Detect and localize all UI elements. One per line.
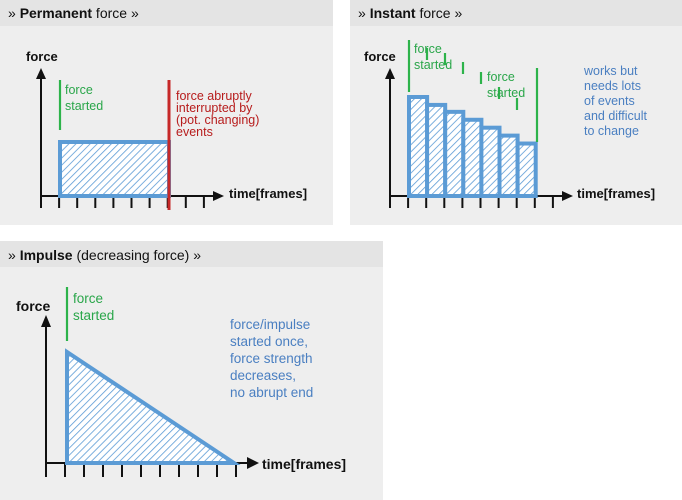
x-axis-label: time[frames] — [262, 456, 346, 472]
impulse-panel: » Impulse (decreasing force) » force tim… — [0, 241, 383, 500]
event-markers — [407, 40, 539, 142]
permanent-force-panel: » Permanent force » force time[frames] f… — [0, 0, 333, 225]
x-axis-label: time[frames] — [577, 186, 655, 201]
force-started-label: force started — [73, 291, 114, 323]
panel-title: » Permanent force » — [8, 5, 139, 21]
panel-title: » Impulse (decreasing force) » — [8, 247, 201, 263]
y-axis-arrow — [41, 315, 51, 327]
force-step-bar — [515, 141, 538, 198]
impulse-diagram: force time[frames] force started force/i… — [16, 287, 346, 477]
force-bars — [407, 95, 538, 198]
x-axis-arrow — [562, 191, 573, 201]
instant-force-header: » Instant force » — [350, 0, 682, 26]
panel-title: » Instant force » — [358, 5, 463, 21]
x-axis-arrow — [247, 457, 259, 469]
instant-force-note: works but needs lots of events and diffi… — [583, 64, 651, 138]
permanent-force-header: » Permanent force » — [0, 0, 333, 26]
y-axis-label: force — [26, 49, 58, 64]
impulse-header: » Impulse (decreasing force) » — [0, 241, 383, 267]
y-axis-arrow — [36, 68, 46, 79]
impulse-triangle — [65, 348, 241, 465]
force-step-bar — [497, 133, 520, 198]
x-axis-arrow — [213, 191, 224, 201]
force-started-label-second: force started — [487, 70, 525, 100]
y-axis-label: force — [16, 298, 50, 314]
force-bar — [58, 140, 171, 198]
force-step-bar — [479, 125, 502, 198]
impulse-note: force/impulse started once, force streng… — [230, 317, 316, 400]
y-axis-label: force — [364, 49, 396, 64]
force-step-bar — [461, 117, 484, 198]
instant-force-panel: » Instant force » force time[frames] for… — [350, 0, 682, 225]
interruption-label: force abruptly interrupted by (pot. chan… — [176, 89, 263, 139]
force-step-bar — [407, 95, 430, 198]
force-started-label: force started — [65, 83, 103, 113]
x-axis-label: time[frames] — [229, 186, 307, 201]
permanent-force-diagram: force time[frames] force started force a… — [26, 49, 307, 210]
force-started-label: force started — [414, 42, 452, 72]
y-axis-arrow — [385, 68, 395, 79]
force-step-bar — [425, 102, 448, 198]
force-step-bar — [443, 109, 466, 198]
x-axis-ticks — [45, 463, 237, 477]
instant-force-diagram: force time[frames] force started force s… — [364, 40, 655, 208]
